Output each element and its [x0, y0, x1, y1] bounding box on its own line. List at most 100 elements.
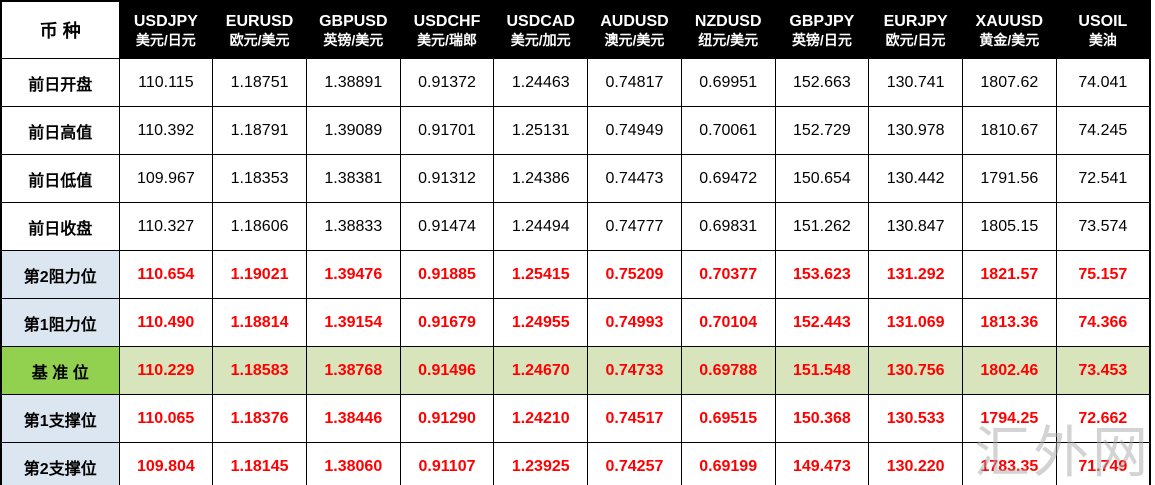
table-cell: 1.18583	[212, 346, 307, 395]
table-row: 前日高值 110.392 1.18791 1.39089 0.91701 1.25131 0…	[0, 106, 1151, 155]
pair-code: XAUUSD	[975, 12, 1044, 30]
pair-name: 欧元/美元	[229, 32, 290, 49]
table-cell: 71.749	[1055, 442, 1151, 485]
row-label: 第2支撑位	[0, 442, 120, 485]
table-cell: 152.443	[774, 298, 870, 347]
column-header-gbpusd: GBPUSD 英镑/美元	[305, 0, 401, 59]
table-cell: 0.74993	[587, 298, 682, 347]
table-cell: 0.69788	[680, 346, 776, 395]
table-cell: 1.25131	[493, 106, 589, 155]
table-cell: 130.756	[868, 346, 963, 395]
table-cell: 73.574	[1055, 202, 1151, 251]
table-cell: 109.967	[118, 154, 214, 203]
table-cell: 1.38768	[305, 346, 401, 395]
table-cell: 1.24955	[493, 298, 589, 347]
pair-code: USDCAD	[506, 12, 575, 30]
table-cell: 0.69831	[680, 202, 776, 251]
table-cell: 74.041	[1055, 58, 1151, 107]
table-cell: 74.245	[1055, 106, 1151, 155]
table-cell: 110.229	[118, 346, 214, 395]
header-row: 币 种 USDJPY 美元/日元 EURUSD 欧元/美元 GBPUSD 英镑/美元 USD…	[0, 0, 1151, 59]
column-header-xauusd: XAUUSD 黄金/美元	[961, 0, 1057, 59]
table-cell: 0.91474	[399, 202, 495, 251]
pair-code: USDCHF	[413, 12, 481, 30]
pair-name: 美油	[1088, 32, 1117, 49]
table-cell: 0.91107	[399, 442, 495, 485]
column-header-usoil: USOIL 美油	[1055, 0, 1151, 59]
pair-name: 美元/加元	[510, 32, 571, 49]
table-cell: 72.662	[1055, 394, 1151, 443]
pair-code: GBPJPY	[789, 12, 855, 30]
pair-code: EURUSD	[225, 12, 294, 30]
table-cell: 0.74733	[587, 346, 682, 395]
pair-name: 英镑/日元	[791, 32, 852, 49]
pair-name: 欧元/日元	[885, 32, 946, 49]
table-cell: 1.18751	[212, 58, 307, 107]
table-cell: 109.804	[118, 442, 214, 485]
column-header-eurjpy: EURJPY 欧元/日元	[868, 0, 963, 59]
table-cell: 130.220	[868, 442, 963, 485]
column-header-usdchf: USDCHF 美元/瑞郎	[399, 0, 495, 59]
table-cell: 1.38446	[305, 394, 401, 443]
table-cell: 0.91679	[399, 298, 495, 347]
column-header-audusd: AUDUSD 澳元/美元	[587, 0, 682, 59]
table-cell: 0.74949	[587, 106, 682, 155]
table-cell: 150.368	[774, 394, 870, 443]
table-cell: 1.18606	[212, 202, 307, 251]
table-cell: 74.366	[1055, 298, 1151, 347]
table-cell: 1.18376	[212, 394, 307, 443]
table-cell: 110.490	[118, 298, 214, 347]
table-cell: 75.157	[1055, 250, 1151, 299]
table-cell: 0.70061	[680, 106, 776, 155]
table-cell: 130.847	[868, 202, 963, 251]
table-cell: 0.91290	[399, 394, 495, 443]
table-row: 前日收盘 110.327 1.18606 1.38833 0.91474 1.24494 0…	[0, 202, 1151, 251]
table-cell: 1.24463	[493, 58, 589, 107]
table-cell: 0.69199	[680, 442, 776, 485]
table-cell: 0.70104	[680, 298, 776, 347]
pair-code: EURJPY	[883, 12, 948, 30]
table-cell: 1.39154	[305, 298, 401, 347]
table-cell: 0.74257	[587, 442, 682, 485]
table-cell: 1.24494	[493, 202, 589, 251]
table-cell: 152.729	[774, 106, 870, 155]
table-cell: 1.38891	[305, 58, 401, 107]
table-cell: 151.548	[774, 346, 870, 395]
table-cell: 131.069	[868, 298, 963, 347]
table-cell: 1.38060	[305, 442, 401, 485]
table-cell: 130.741	[868, 58, 963, 107]
row-label: 前日收盘	[0, 202, 120, 251]
table-cell: 110.327	[118, 202, 214, 251]
pair-name: 美元/日元	[135, 32, 196, 49]
pair-name: 美元/瑞郎	[417, 32, 477, 49]
column-header-usdcad: USDCAD 美元/加元	[493, 0, 589, 59]
table-cell: 130.533	[868, 394, 963, 443]
table-row: 基 准 位 110.229 1.18583 1.38768 0.91496 1.24670…	[0, 346, 1151, 395]
table-cell: 1.18353	[212, 154, 307, 203]
table-cell: 0.70377	[680, 250, 776, 299]
row-label: 基 准 位	[0, 346, 120, 395]
table-cell: 1.24386	[493, 154, 589, 203]
table-cell: 110.392	[118, 106, 214, 155]
table-cell: 1813.36	[961, 298, 1057, 347]
table-cell: 110.654	[118, 250, 214, 299]
table-cell: 1.38381	[305, 154, 401, 203]
table-row: 第1支撑位 110.065 1.18376 1.38446 0.91290 1.24210…	[0, 394, 1151, 443]
row-label: 第2阻力位	[0, 250, 120, 299]
table-cell: 149.473	[774, 442, 870, 485]
table-cell: 0.91312	[399, 154, 495, 203]
table-cell: 1.38833	[305, 202, 401, 251]
table-cell: 1807.62	[961, 58, 1057, 107]
table-body: 前日开盘 110.115 1.18751 1.38891 0.91372 1.24463 0…	[0, 58, 1151, 485]
table-cell: 0.91701	[399, 106, 495, 155]
table-cell: 1.18791	[212, 106, 307, 155]
column-header-eurusd: EURUSD 欧元/美元	[212, 0, 307, 59]
pair-name: 黄金/美元	[979, 32, 1040, 49]
table-cell: 0.91885	[399, 250, 495, 299]
table-cell: 1783.35	[961, 442, 1057, 485]
table-cell: 0.74473	[587, 154, 682, 203]
pair-code: USDJPY	[133, 12, 198, 30]
table-cell: 1.19021	[212, 250, 307, 299]
